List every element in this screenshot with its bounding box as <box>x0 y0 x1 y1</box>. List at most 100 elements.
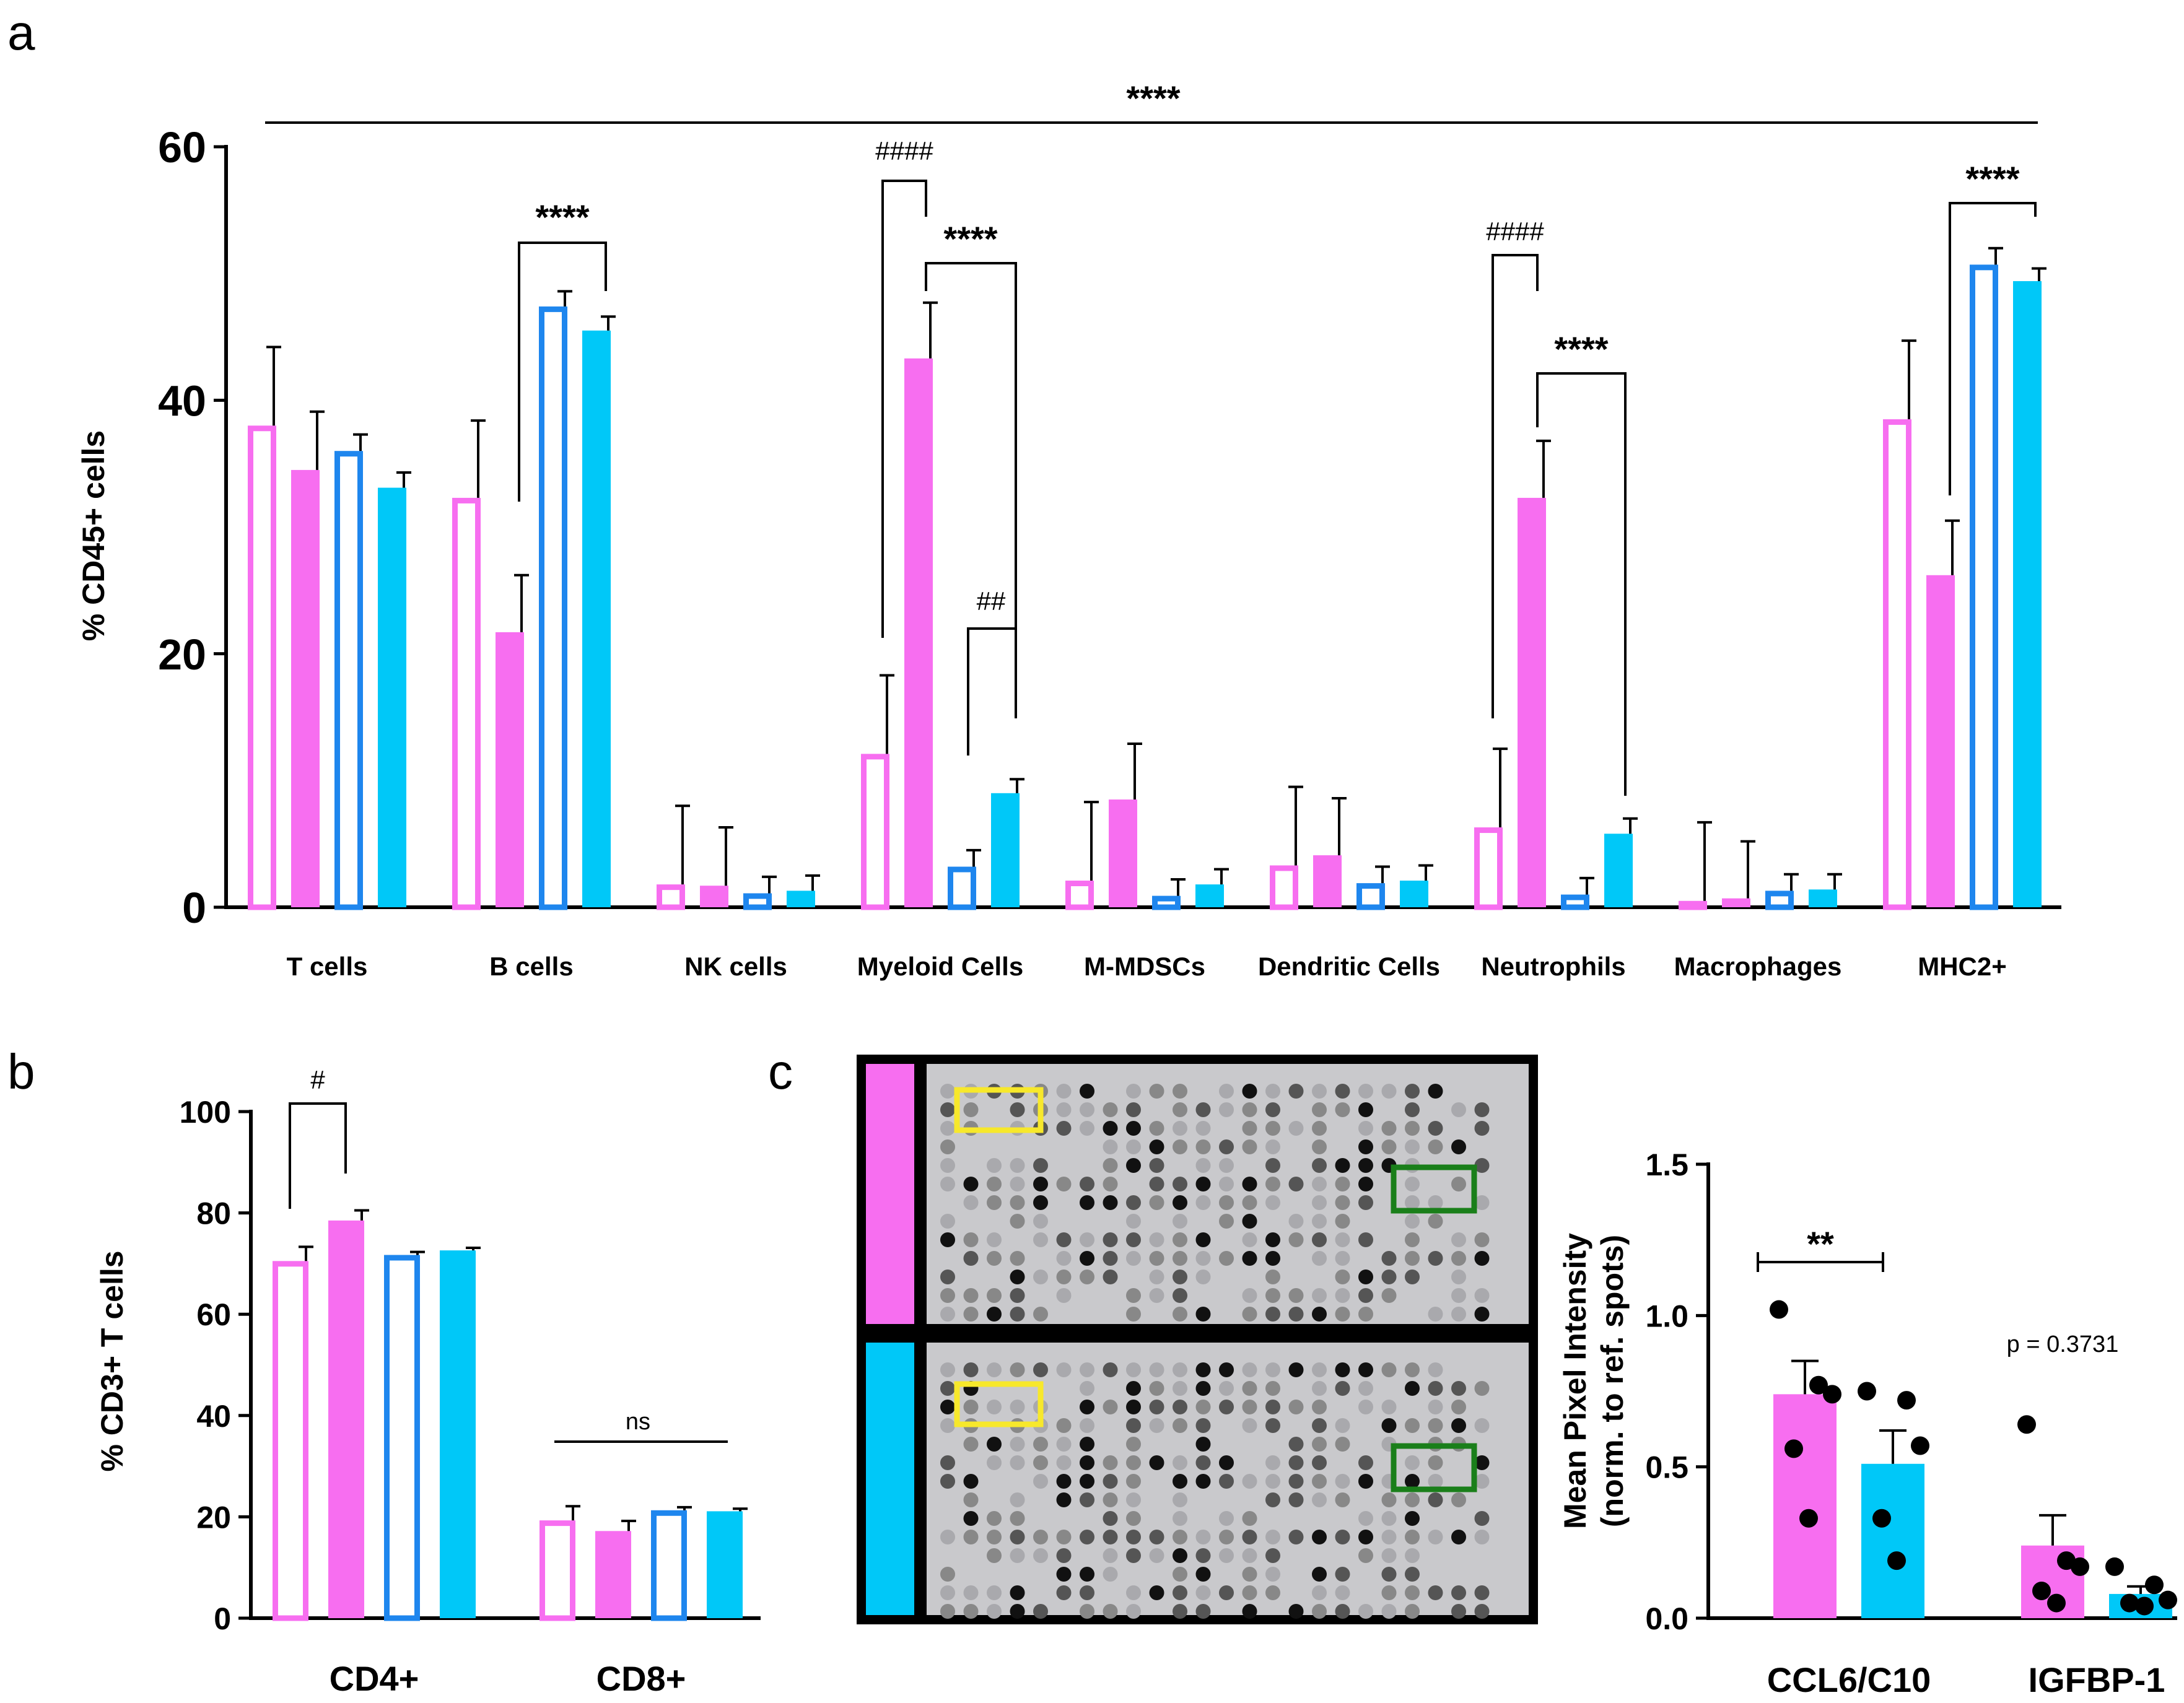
y-tick-label: 0 <box>214 1601 231 1636</box>
bar-cd8-cyan-filled <box>707 1511 743 1618</box>
array-spot <box>1056 1585 1072 1600</box>
array-spot <box>1195 1530 1211 1544</box>
array-spot <box>1451 1288 1466 1303</box>
array-spot <box>1010 1307 1025 1322</box>
array-spot <box>1451 1585 1466 1600</box>
array-spot <box>940 1381 955 1396</box>
array-spot <box>1358 1604 1373 1619</box>
array-spot <box>1265 1121 1280 1136</box>
array-spot <box>1103 1455 1118 1470</box>
array-spot <box>1195 1158 1211 1173</box>
yellow-highlight-top <box>954 1087 1044 1133</box>
array-spot <box>1242 1102 1257 1117</box>
array-spot <box>1056 1270 1072 1284</box>
array-spot <box>1033 1177 1048 1191</box>
array-spot <box>1126 1530 1141 1544</box>
array-spot <box>1126 1251 1141 1266</box>
array-spot <box>1103 1232 1118 1247</box>
array-spot <box>1474 1251 1490 1266</box>
array-spot <box>1103 1362 1118 1377</box>
array-spot <box>1358 1362 1373 1377</box>
bar-nk-cells-cyan-filled <box>787 891 815 907</box>
array-spot <box>1103 1195 1118 1210</box>
cd8-ns-label: ns <box>626 1409 650 1435</box>
array-spot <box>1056 1121 1072 1136</box>
array-spot <box>940 1102 955 1117</box>
bar-mhc2-blue-open <box>1970 264 1998 910</box>
array-spot <box>1056 1492 1072 1507</box>
array-spot <box>1033 1232 1048 1247</box>
array-spot <box>1474 1288 1490 1303</box>
array-spot <box>1265 1455 1280 1470</box>
array-spot <box>1405 1214 1420 1229</box>
array-spot <box>963 1511 979 1526</box>
panel-a-y-label: % CD45+ cells <box>76 430 111 641</box>
array-spot <box>940 1455 955 1470</box>
array-spot <box>1405 1139 1420 1154</box>
array-spot <box>1265 1251 1280 1266</box>
array-spot <box>1474 1307 1490 1322</box>
array-spot <box>1265 1232 1280 1247</box>
array-spot <box>1312 1362 1327 1377</box>
array-spot <box>1428 1585 1443 1600</box>
array-spot <box>1451 1492 1466 1507</box>
array-spot <box>1405 1362 1420 1377</box>
array-spot <box>1428 1121 1443 1136</box>
array-spot <box>1265 1288 1280 1303</box>
array-spot <box>1173 1474 1187 1489</box>
array-spot <box>1056 1232 1072 1247</box>
array-spot <box>1242 1474 1257 1489</box>
panel-b-bars <box>273 1209 748 1621</box>
array-spot <box>1265 1158 1280 1173</box>
array-spot <box>1381 1400 1397 1414</box>
array-spot <box>1312 1214 1327 1229</box>
array-spot <box>1103 1604 1118 1619</box>
array-spot <box>1335 1567 1350 1582</box>
array-spot <box>1381 1567 1397 1582</box>
array-spot <box>1033 1437 1048 1452</box>
bar-ccl6-c10-pink <box>1773 1394 1837 1618</box>
array-spot <box>1010 1400 1025 1414</box>
array-spot <box>1358 1158 1373 1173</box>
array-spot <box>1080 1492 1094 1507</box>
category-label-myeloid-cells: Myeloid Cells <box>857 952 1023 981</box>
array-spot <box>1033 1214 1048 1229</box>
array-spot <box>1195 1474 1211 1489</box>
array-spot <box>1405 1530 1420 1544</box>
data-point <box>2145 1575 2164 1595</box>
array-strip-pink <box>866 1064 914 1324</box>
array-spot <box>1335 1585 1350 1600</box>
array-spot <box>1358 1381 1373 1396</box>
array-spot <box>1288 1177 1304 1191</box>
array-spot <box>1195 1418 1211 1433</box>
myeloid-hash: #### <box>875 136 933 165</box>
category-label-cd4: CD4+ <box>330 1659 419 1698</box>
y-tick-label: 20 <box>196 1500 231 1535</box>
data-point <box>1872 1509 1891 1528</box>
array-spot <box>1381 1362 1397 1377</box>
array-spot <box>1219 1251 1234 1266</box>
array-spot <box>1288 1530 1304 1544</box>
category-label-igfbp-1: IGFBP-1 <box>2029 1660 2165 1699</box>
array-spot <box>1173 1232 1187 1247</box>
array-spot <box>1265 1585 1280 1600</box>
neutro-hash: #### <box>1486 217 1544 246</box>
array-spot <box>963 1362 979 1377</box>
array-spot <box>1288 1307 1304 1322</box>
array-spot <box>1149 1270 1164 1284</box>
bar-m-mdscs-blue-open <box>1152 895 1181 910</box>
array-spot <box>1149 1400 1164 1414</box>
category-label-t-cells: T cells <box>287 952 368 981</box>
array-spot <box>1219 1139 1234 1154</box>
array-spot <box>1219 1455 1234 1470</box>
array-spot <box>1358 1530 1373 1544</box>
array-spot <box>940 1139 955 1154</box>
array-spot <box>1428 1492 1443 1507</box>
ccl6-sig-stars: ** <box>1807 1224 1834 1263</box>
array-spot <box>1056 1362 1072 1377</box>
array-spot <box>1335 1251 1350 1266</box>
array-spot <box>1242 1232 1257 1247</box>
bar-myeloid-cells-blue-open <box>948 866 976 910</box>
bar-dendritic-cells-cyan-filled <box>1400 881 1428 907</box>
array-spot <box>1195 1307 1211 1322</box>
